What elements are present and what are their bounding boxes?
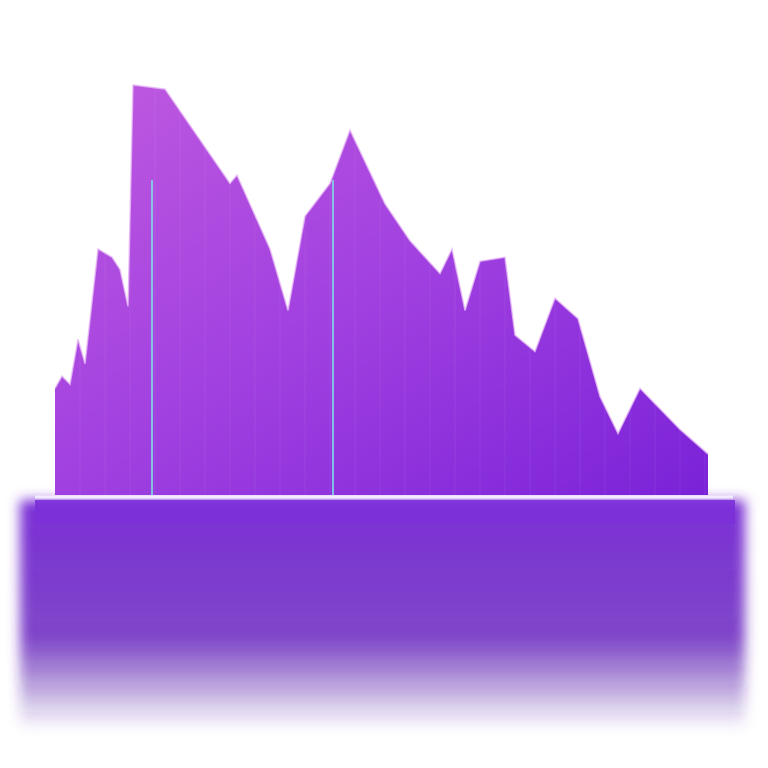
area bbox=[55, 85, 708, 495]
reflection bbox=[20, 500, 745, 730]
area-outline bbox=[54, 84, 709, 455]
base-band bbox=[35, 500, 735, 524]
